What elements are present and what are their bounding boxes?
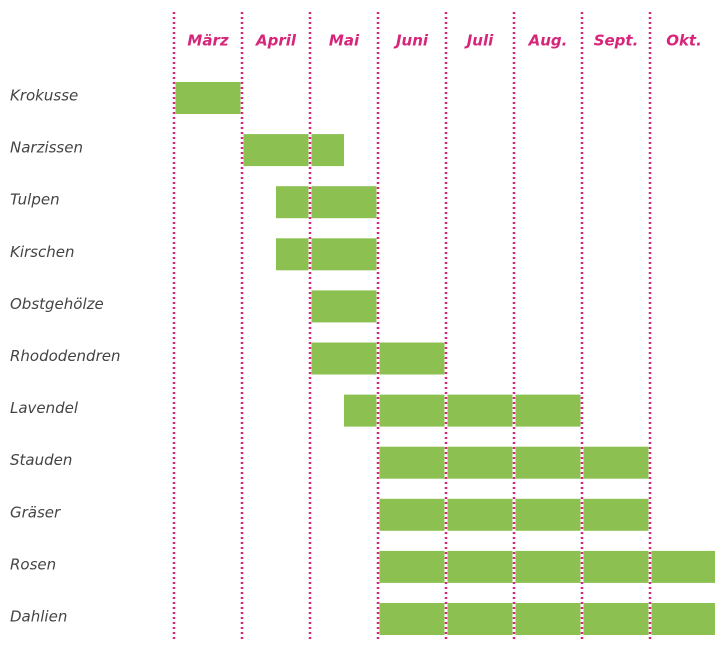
- row-label: Stauden: [10, 451, 72, 469]
- row-label: Dahlien: [10, 608, 67, 626]
- bloom-bar: [344, 395, 582, 427]
- bloom-bar: [242, 134, 344, 166]
- row-label: Lavendel: [10, 399, 79, 417]
- month-label: März: [187, 32, 228, 50]
- bloom-bar: [174, 82, 242, 114]
- bloom-bar: [378, 603, 715, 635]
- row-label: Kirschen: [10, 243, 74, 261]
- row-label: Rosen: [10, 555, 56, 573]
- row-label: Rhododendren: [10, 347, 121, 365]
- bloom-bar: [276, 238, 378, 270]
- row-label: Obstgehölze: [10, 295, 104, 313]
- bloom-calendar: Krokusse Narzissen Tulpen Kirschen Obstgehöl…: [0, 0, 715, 646]
- row-label: Krokusse: [10, 87, 78, 105]
- bloom-bar: [310, 290, 378, 322]
- month-label: Aug.: [528, 32, 568, 50]
- month-label: Mai: [329, 32, 360, 50]
- row-label: Narzissen: [10, 139, 83, 157]
- bloom-bar: [378, 551, 715, 583]
- bloom-bar: [276, 186, 378, 218]
- month-label: Juni: [393, 32, 429, 50]
- month-label: Juli: [464, 32, 494, 50]
- month-label: April: [255, 32, 297, 50]
- month-label: Okt.: [666, 32, 702, 50]
- month-label: Sept.: [594, 32, 639, 50]
- row-label: Tulpen: [10, 191, 60, 209]
- row-label: Gräser: [10, 503, 61, 521]
